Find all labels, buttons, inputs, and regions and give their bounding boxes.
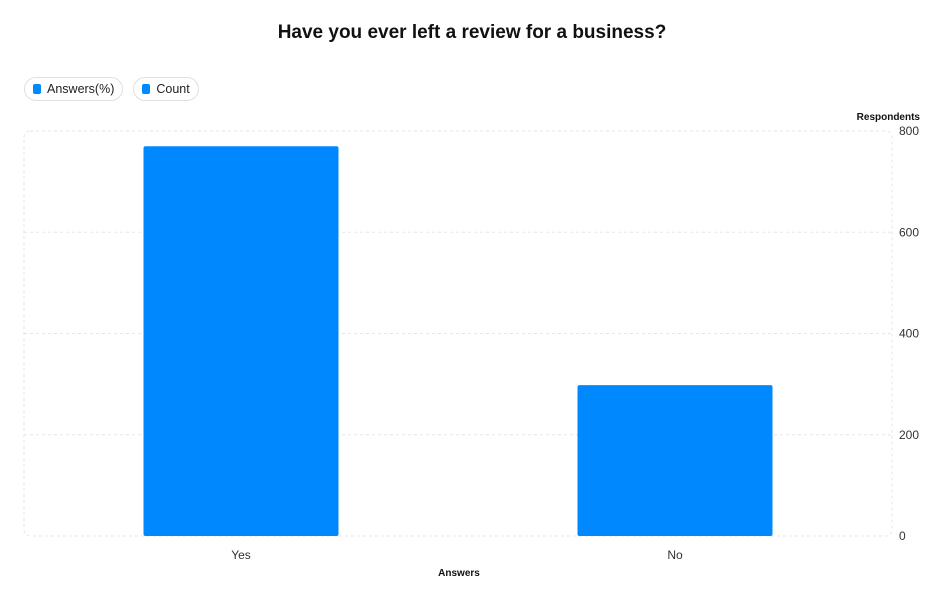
legend-item-label: Answers(%) bbox=[47, 82, 115, 96]
chart-title: Have you ever left a review for a busine… bbox=[277, 22, 667, 43]
y-tick-label: 600 bbox=[899, 225, 919, 239]
legend: Answers(%) Count bbox=[24, 77, 199, 101]
x-tick-label: Yes bbox=[231, 548, 251, 562]
y-tick-label: 200 bbox=[899, 428, 919, 442]
legend-item-answers-percent[interactable]: Answers(%) bbox=[24, 77, 124, 101]
y-axis-title: Respondents bbox=[856, 112, 920, 123]
bar bbox=[577, 385, 773, 536]
legend-swatch bbox=[33, 84, 41, 94]
legend-item-label: Count bbox=[156, 82, 190, 96]
x-axis-title: Answers bbox=[438, 568, 480, 579]
bar bbox=[143, 146, 339, 536]
x-tick-label: No bbox=[667, 548, 683, 562]
legend-item-count[interactable]: Count bbox=[133, 77, 199, 101]
y-tick-label: 400 bbox=[899, 327, 919, 341]
legend-swatch bbox=[142, 84, 151, 94]
y-tick-label: 0 bbox=[899, 529, 906, 543]
y-tick-label: 800 bbox=[899, 124, 919, 138]
